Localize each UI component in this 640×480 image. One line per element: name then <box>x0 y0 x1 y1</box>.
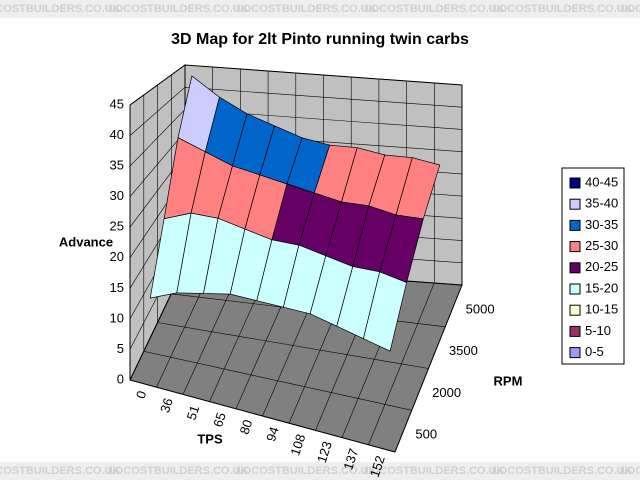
x-tick-label: 108 <box>287 432 308 457</box>
legend-label: 20-25 <box>585 259 618 274</box>
chart-title: 3D Map for 2lt Pinto running twin carbs <box>171 31 469 48</box>
legend-label: 30-35 <box>585 217 618 232</box>
y-tick-label: 35 <box>110 158 124 173</box>
z-tick-label: 5000 <box>466 301 495 316</box>
legend-swatch <box>569 198 581 210</box>
legend-label: 0-5 <box>585 344 604 359</box>
legend-swatch <box>569 177 581 189</box>
watermark: LOCOSTBUILDERS.CO.UK <box>364 465 505 477</box>
watermark: LOCOSTBUILDERS.CO.UK <box>108 465 249 477</box>
legend-swatch <box>569 241 581 253</box>
watermark: LOCOSTBUILDERS.CO.UK <box>620 3 640 15</box>
watermark: LOCOSTBUILDERS.CO.UK <box>492 3 633 15</box>
legend-swatch <box>569 304 581 316</box>
x-tick-label: 123 <box>314 439 335 464</box>
y-tick-label: 20 <box>110 249 124 264</box>
x-tick-label: 65 <box>210 411 229 429</box>
legend-swatch <box>569 325 581 337</box>
z-tick-label: 3500 <box>449 343 478 358</box>
y-tick-label: 0 <box>117 371 124 386</box>
x-tick-label: 137 <box>340 447 361 472</box>
y-tick-label: 40 <box>110 127 124 142</box>
y-tick-label: 45 <box>110 96 124 111</box>
surface-patch <box>362 271 408 352</box>
watermark: LOCOSTBUILDERS.CO.UK <box>0 3 121 15</box>
z-tick-label: 500 <box>415 427 437 442</box>
y-tick-label: 10 <box>110 310 124 325</box>
y-tick-label: 30 <box>110 188 124 203</box>
legend-label: 10-15 <box>585 302 618 317</box>
legend-label: 35-40 <box>585 196 618 211</box>
grid-line <box>129 86 463 136</box>
legend-label: 5-10 <box>585 323 611 338</box>
x-tick-label: 36 <box>157 396 176 414</box>
legend-swatch <box>569 219 581 231</box>
z-axis-label: RPM <box>494 373 523 388</box>
watermark-strip <box>0 462 640 480</box>
watermark: LOCOSTBUILDERS.CO.UK <box>236 3 377 15</box>
legend-swatch <box>569 283 581 295</box>
legend-swatch <box>569 347 581 359</box>
grid-line <box>129 64 463 106</box>
legend-label: 25-30 <box>585 238 618 253</box>
watermark-strip <box>0 0 640 18</box>
x-tick-label: 152 <box>367 454 388 479</box>
watermark: LOCOSTBUILDERS.CO.UK <box>364 3 505 15</box>
legend-label: 15-20 <box>585 280 618 295</box>
legend-swatch <box>569 262 581 274</box>
y-tick-label: 25 <box>110 219 124 234</box>
z-tick-label: 2000 <box>432 385 461 400</box>
watermark: LOCOSTBUILDERS.CO.UK <box>0 465 121 477</box>
y-axis-label: Advance <box>59 234 113 249</box>
x-tick-label: 0 <box>133 389 150 401</box>
x-axis-label: TPS <box>197 431 223 446</box>
watermark: LOCOSTBUILDERS.CO.UK <box>108 3 249 15</box>
x-tick-label: 51 <box>184 403 203 421</box>
y-tick-label: 5 <box>117 341 124 356</box>
watermark: LOCOSTBUILDERS.CO.UK <box>492 465 633 477</box>
x-tick-label: 80 <box>237 418 256 436</box>
x-tick-label: 94 <box>263 425 282 443</box>
y-tick-label: 15 <box>110 280 124 295</box>
watermark: LOCOSTBUILDERS.CO.UK <box>620 465 640 477</box>
legend-label: 40-45 <box>585 174 618 189</box>
watermark: LOCOSTBUILDERS.CO.UK <box>236 465 377 477</box>
